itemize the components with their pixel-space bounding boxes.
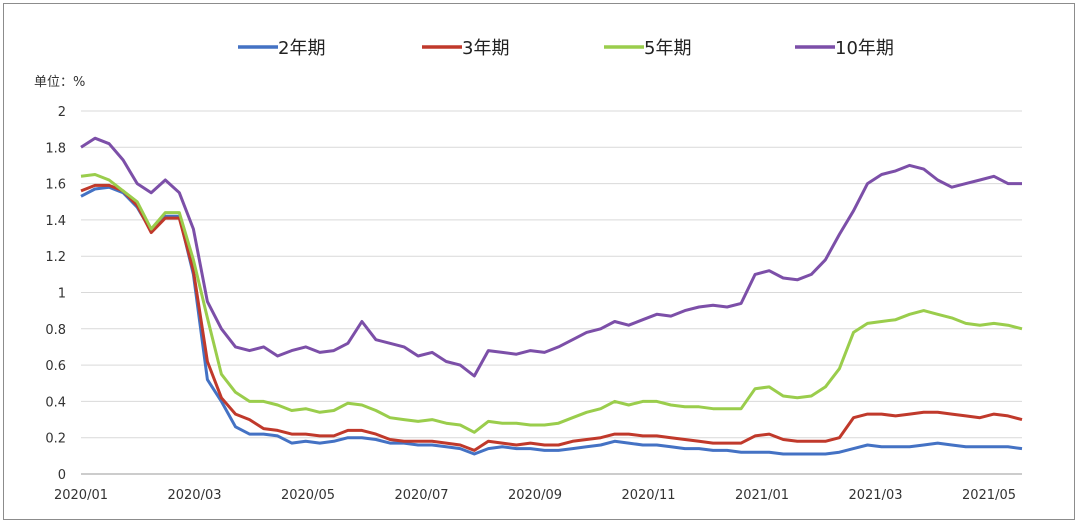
y-tick-label: 0.2 bbox=[45, 432, 66, 447]
series-line-4 bbox=[80, 136, 1022, 378]
y-tick-label: 2 bbox=[58, 105, 66, 120]
y-tick-label: 1.6 bbox=[45, 178, 66, 193]
y-tick-label: 1.4 bbox=[45, 214, 66, 229]
gridlines bbox=[81, 110, 1022, 475]
y-tick-label: 1 bbox=[58, 287, 66, 302]
legend-label: 2年期 bbox=[278, 38, 325, 59]
x-axis-ticks: 2020/01 2020/03 2020/05 2020/07 2020/09 2020/… bbox=[54, 488, 1016, 503]
legend-label: 5年期 bbox=[644, 38, 691, 59]
y-tick-label: 0.8 bbox=[45, 323, 66, 338]
y-tick-label: 0 bbox=[58, 468, 66, 483]
x-tick-label: 2020/11 bbox=[621, 488, 675, 503]
legend-label: 3年期 bbox=[462, 38, 509, 59]
x-tick-label: 2021/01 bbox=[735, 488, 789, 503]
x-tick-label: 2021/05 bbox=[962, 488, 1016, 503]
x-tick-label: 2020/01 bbox=[54, 488, 108, 503]
series-lines bbox=[80, 136, 1023, 456]
series-line-3 bbox=[80, 173, 1023, 434]
x-tick-label: 2020/03 bbox=[167, 488, 221, 503]
series-line-1 bbox=[80, 185, 1023, 456]
chart-frame bbox=[3, 3, 1075, 520]
y-axis-ticks: 0 0.2 0.4 0.6 0.8 1 1.2 1.4 1.6 1.8 2 bbox=[45, 105, 66, 483]
y-tick-label: 0.6 bbox=[45, 359, 66, 374]
x-tick-label: 2020/09 bbox=[508, 488, 562, 503]
x-tick-label: 2020/05 bbox=[281, 488, 335, 503]
series-line-2 bbox=[80, 183, 1023, 452]
x-tick-label: 2021/03 bbox=[848, 488, 902, 503]
x-tick-label: 2020/07 bbox=[394, 488, 448, 503]
legend: 2年期 3年期 5年期 10年期 bbox=[238, 38, 894, 59]
unit-label: 单位：% bbox=[34, 75, 85, 90]
y-tick-label: 1.8 bbox=[45, 141, 66, 156]
y-tick-label: 0.4 bbox=[45, 395, 66, 410]
legend-label: 10年期 bbox=[835, 38, 894, 59]
y-tick-label: 1.2 bbox=[45, 250, 66, 265]
